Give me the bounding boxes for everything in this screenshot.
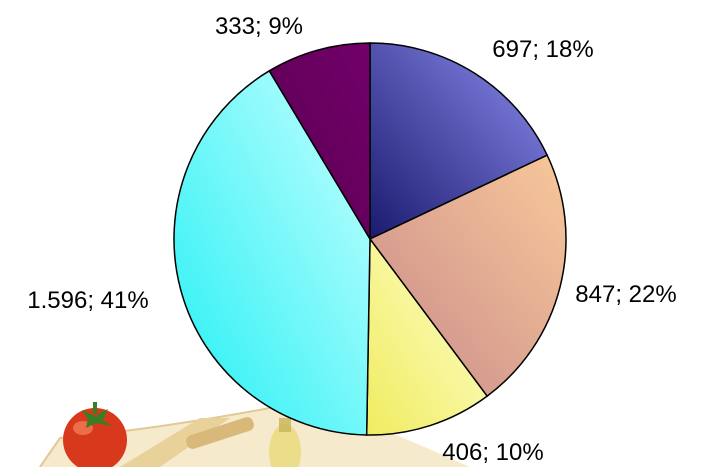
tomato-pasta-decoration	[39, 399, 470, 467]
pie-slice	[173, 69, 371, 436]
data-label: 847; 22%	[575, 281, 676, 308]
data-label: 333; 9%	[215, 13, 303, 40]
pie-slice	[365, 236, 489, 436]
pie-slice	[369, 42, 549, 241]
pie-slice	[268, 42, 371, 242]
data-label: 697; 18%	[492, 36, 593, 63]
data-label: 406; 10%	[442, 439, 543, 466]
pie-slice	[368, 154, 567, 398]
data-label: 1.596; 41%	[27, 287, 148, 314]
